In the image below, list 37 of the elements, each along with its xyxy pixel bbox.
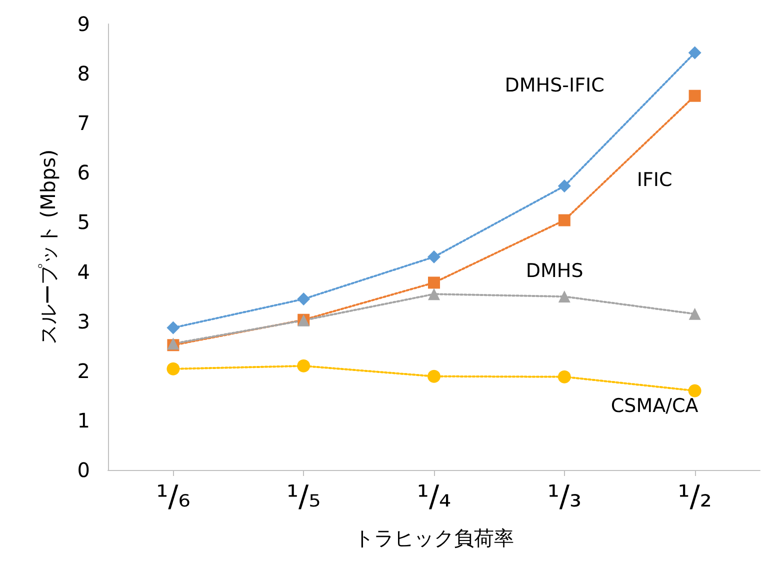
- y-tick-label: 3: [77, 309, 90, 334]
- x-tick-label: ¹/₂: [678, 480, 712, 514]
- point: [428, 370, 440, 383]
- x-axis-title: トラヒック負荷率: [354, 526, 514, 550]
- y-tick-label: 8: [77, 62, 90, 86]
- point: [558, 180, 571, 193]
- y-axis-title: スループット (Mbps): [36, 149, 60, 345]
- point: [688, 308, 701, 320]
- y-tick-label: 7: [77, 111, 90, 136]
- x-tick-label: ¹/₅: [286, 480, 321, 514]
- x-tick-label: ¹/₃: [547, 480, 582, 514]
- series-label: CSMA/CA: [610, 394, 698, 417]
- series-label: IFIC: [636, 169, 672, 192]
- point: [428, 276, 440, 289]
- point: [428, 288, 440, 300]
- point: [558, 290, 570, 303]
- y-tick-label: 6: [77, 160, 90, 185]
- y-tick-label: 2: [77, 358, 90, 383]
- point: [166, 362, 180, 376]
- series-label: DMHS-IFIC: [504, 74, 604, 96]
- x-tick-label: ¹/₆: [156, 480, 190, 514]
- point: [558, 370, 571, 384]
- point: [297, 292, 310, 306]
- point: [428, 250, 440, 264]
- point: [688, 384, 702, 398]
- point: [166, 321, 180, 334]
- point: [558, 214, 570, 226]
- point: [688, 46, 702, 60]
- x-tick-label: ¹/₄: [416, 480, 452, 514]
- point: [297, 359, 310, 372]
- y-tick-label: 0: [77, 458, 90, 482]
- y-tick-label: 5: [77, 210, 90, 234]
- y-tick-label: 4: [77, 260, 90, 284]
- series-label: DMHS: [526, 260, 584, 282]
- point: [688, 90, 701, 102]
- y-tick-label: 1: [77, 408, 90, 432]
- y-tick-label: 9: [77, 12, 90, 36]
